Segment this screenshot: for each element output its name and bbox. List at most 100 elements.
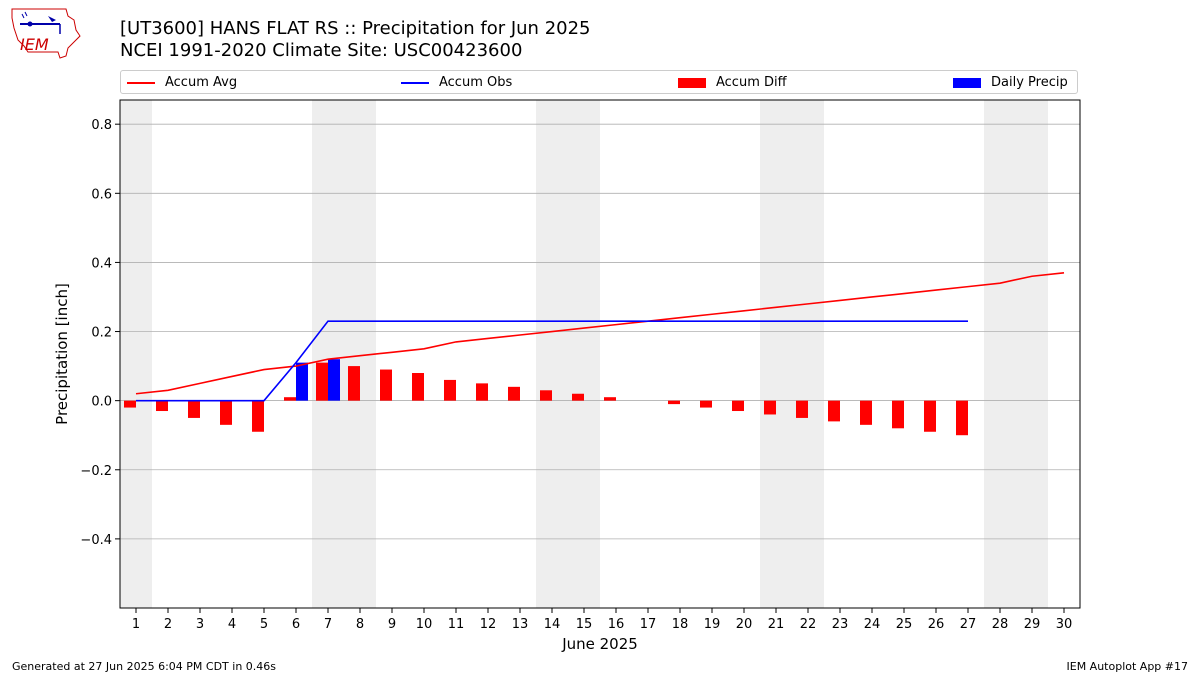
legend-label-accum-diff: Accum Diff	[716, 75, 787, 90]
footer-app-id: IEM Autoplot App #17	[1066, 660, 1189, 673]
weekend-shade-2	[536, 100, 600, 608]
accum-diff-bar-10	[412, 373, 424, 401]
grid-lines	[120, 123, 1080, 540]
x-tick-label-6: 6	[292, 617, 300, 632]
y-tick-label-5: 0.6	[91, 187, 112, 202]
x-tick-label-5: 5	[260, 617, 268, 632]
legend-swatch-accum-avg	[127, 81, 155, 84]
accum-diff-bar-27	[956, 400, 968, 436]
accum-diff-bar-3	[188, 400, 200, 418]
accum-diff-bar-4	[220, 400, 232, 425]
x-tick-label-11: 11	[448, 617, 465, 632]
x-tick-label-19: 19	[704, 617, 721, 632]
accum-diff-bar-19	[700, 400, 712, 408]
accum-diff-bar-1	[124, 400, 136, 408]
weekend-shade-3	[760, 100, 824, 608]
daily-precip-bar-7	[328, 359, 340, 401]
x-tick-label-17: 17	[640, 617, 657, 632]
x-tick-label-3: 3	[196, 617, 204, 632]
y-tick-label-2: 0.0	[91, 395, 112, 410]
x-tick-label-4: 4	[228, 617, 236, 632]
y-axis-label: Precipitation [inch]	[53, 283, 71, 425]
accum-diff-bar-11	[444, 379, 456, 401]
accum-obs-line	[136, 320, 968, 402]
x-tick-label-22: 22	[800, 617, 817, 632]
x-tick-label-28: 28	[992, 617, 1009, 632]
weekend-shade-0	[120, 100, 152, 608]
legend-item-accum-obs: Accum Obs	[401, 75, 512, 90]
legend-swatch-accum-obs	[401, 81, 429, 84]
accum-avg-line	[135, 271, 1065, 395]
y-tick-label-3: 0.2	[91, 326, 112, 341]
weekend-shade-4	[984, 100, 1048, 608]
accum-diff-bar-14	[540, 390, 552, 401]
chart-title: [UT3600] HANS FLAT RS :: Precipitation f…	[120, 18, 591, 39]
x-tick-label-25: 25	[896, 617, 913, 632]
legend-item-daily-precip: Daily Precip	[953, 75, 1068, 90]
iem-logo: IEM	[11, 8, 81, 59]
accum-diff-bar-13	[508, 386, 520, 401]
x-tick-label-8: 8	[356, 617, 364, 632]
x-tick-label-21: 21	[768, 617, 785, 632]
chart-subtitle: NCEI 1991-2020 Climate Site: USC00423600	[120, 40, 523, 61]
plot-frame	[119, 99, 1081, 609]
weekend-shade-1	[312, 100, 376, 608]
accum-diff-bar-22	[796, 400, 808, 418]
y-tick-label-0: −0.4	[80, 533, 112, 548]
accum-diff-bar-26	[924, 400, 936, 432]
x-tick-label-14: 14	[544, 617, 561, 632]
legend-label-accum-obs: Accum Obs	[439, 75, 513, 90]
accum-diff-bar-16	[604, 397, 616, 401]
accum-diff-bar-8	[348, 366, 360, 401]
x-tick-label-10: 10	[416, 617, 433, 632]
accum-diff-bar-24	[860, 400, 872, 425]
x-tick-label-1: 1	[132, 617, 140, 632]
accum-diff-bar-23	[828, 400, 840, 422]
x-tick-label-24: 24	[864, 617, 881, 632]
x-tick-label-16: 16	[608, 617, 625, 632]
legend-swatch-accum-diff	[678, 77, 706, 88]
accum-diff-bar-2	[156, 400, 168, 412]
y-tick-label-6: 0.8	[91, 118, 112, 133]
x-tick-label-23: 23	[832, 617, 849, 632]
x-tick-label-27: 27	[960, 617, 977, 632]
accum-diff-bar-7	[316, 362, 328, 401]
accum-diff-bar-5	[252, 400, 264, 432]
x-tick-label-29: 29	[1024, 617, 1041, 632]
x-tick-label-12: 12	[480, 617, 497, 632]
x-tick-label-9: 9	[388, 617, 396, 632]
x-tick-label-26: 26	[928, 617, 945, 632]
y-tick-label-4: 0.4	[91, 256, 112, 271]
legend-label-accum-avg: Accum Avg	[165, 75, 238, 90]
bars	[124, 359, 968, 436]
logo-text: IEM	[20, 35, 49, 54]
legend-item-accum-diff: Accum Diff	[678, 75, 787, 90]
accum-diff-bar-21	[764, 400, 776, 415]
legend-swatch-daily-precip	[953, 77, 981, 88]
accum-diff-bar-9	[380, 369, 392, 401]
weekend-shading	[120, 100, 1048, 608]
accum-diff-bar-15	[572, 393, 584, 401]
accum-diff-bar-25	[892, 400, 904, 429]
y-tick-label-1: −0.2	[80, 464, 112, 479]
x-axis-label: June 2025	[561, 635, 638, 653]
x-tick-label-13: 13	[512, 617, 529, 632]
x-ticks: 1 2 3 4 5 6 7 8 9 10 11 12 13 14 15 16 17 18 19 20 21 22 23 24 2…	[132, 608, 1072, 632]
accum-diff-bar-20	[732, 400, 744, 412]
x-tick-label-30: 30	[1056, 617, 1073, 632]
lines	[135, 271, 1065, 402]
accum-diff-bar-12	[476, 383, 488, 401]
legend-label-daily-precip: Daily Precip	[991, 75, 1068, 90]
x-tick-label-18: 18	[672, 617, 689, 632]
legend-item-accum-avg: Accum Avg	[127, 75, 237, 90]
daily-precip-bar-6	[296, 362, 308, 401]
footer-generated: Generated at 27 Jun 2025 6:04 PM CDT in …	[12, 660, 277, 673]
x-tick-label-15: 15	[576, 617, 593, 632]
accum-diff-bar-18	[668, 400, 680, 405]
x-tick-label-7: 7	[324, 617, 332, 632]
x-tick-label-20: 20	[736, 617, 753, 632]
y-ticks: −0.4 −0.2 0.0 0.2 0.4 0.6 0.8	[80, 118, 120, 548]
accum-diff-bar-6	[284, 397, 296, 401]
legend: Accum Avg Accum Obs Accum Diff Daily Pre…	[120, 70, 1078, 94]
